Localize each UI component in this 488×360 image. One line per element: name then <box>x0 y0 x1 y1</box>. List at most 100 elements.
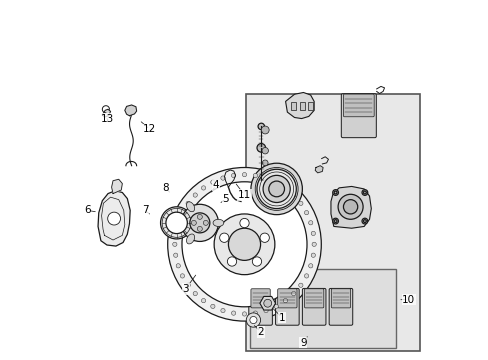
Circle shape <box>253 311 257 315</box>
Circle shape <box>333 220 336 222</box>
Circle shape <box>263 175 290 203</box>
Circle shape <box>201 186 205 190</box>
Circle shape <box>311 242 316 247</box>
Bar <box>307 103 312 111</box>
Circle shape <box>240 219 248 228</box>
Circle shape <box>193 291 197 296</box>
FancyBboxPatch shape <box>331 289 350 308</box>
Circle shape <box>231 174 235 177</box>
Circle shape <box>361 190 367 195</box>
Circle shape <box>165 212 187 234</box>
Text: 1: 1 <box>278 312 285 323</box>
Circle shape <box>228 228 260 260</box>
Circle shape <box>262 148 268 154</box>
Bar <box>290 103 295 111</box>
Text: 3: 3 <box>182 284 188 294</box>
Circle shape <box>227 257 236 266</box>
Circle shape <box>185 283 190 287</box>
Text: 7: 7 <box>142 205 148 215</box>
Circle shape <box>363 220 366 222</box>
Circle shape <box>210 304 215 309</box>
Circle shape <box>291 193 295 197</box>
Circle shape <box>210 180 215 184</box>
Circle shape <box>176 221 180 225</box>
Bar <box>249 269 395 348</box>
Circle shape <box>191 220 196 225</box>
Circle shape <box>180 274 184 278</box>
Circle shape <box>201 298 205 303</box>
Circle shape <box>257 144 265 152</box>
Text: 5: 5 <box>222 194 229 203</box>
FancyBboxPatch shape <box>248 288 272 325</box>
Circle shape <box>221 309 224 313</box>
Circle shape <box>249 316 257 324</box>
Circle shape <box>180 211 184 215</box>
FancyBboxPatch shape <box>275 288 299 325</box>
Circle shape <box>197 226 202 231</box>
Circle shape <box>283 298 287 303</box>
Polygon shape <box>102 109 110 117</box>
Circle shape <box>273 180 278 184</box>
Circle shape <box>107 212 121 225</box>
Ellipse shape <box>186 202 194 212</box>
Circle shape <box>310 231 315 235</box>
Circle shape <box>167 167 321 321</box>
Text: 8: 8 <box>163 183 169 193</box>
Circle shape <box>337 194 363 219</box>
Text: 4: 4 <box>212 180 219 190</box>
Ellipse shape <box>186 234 194 244</box>
Circle shape <box>343 200 357 214</box>
Circle shape <box>264 309 267 313</box>
Circle shape <box>261 126 268 134</box>
Circle shape <box>291 291 295 296</box>
Circle shape <box>252 257 261 266</box>
Ellipse shape <box>213 219 224 226</box>
Circle shape <box>250 163 302 215</box>
Circle shape <box>283 186 287 190</box>
FancyBboxPatch shape <box>341 94 376 138</box>
Circle shape <box>308 264 312 268</box>
Polygon shape <box>315 166 323 173</box>
Circle shape <box>193 193 197 197</box>
Circle shape <box>176 264 180 268</box>
Circle shape <box>173 253 178 257</box>
FancyBboxPatch shape <box>302 288 325 325</box>
Bar <box>299 103 304 111</box>
Text: 13: 13 <box>100 113 113 123</box>
FancyBboxPatch shape <box>250 289 270 308</box>
Circle shape <box>363 191 366 194</box>
Text: 9: 9 <box>300 338 306 347</box>
Text: 6: 6 <box>84 205 90 215</box>
Circle shape <box>182 182 306 307</box>
Circle shape <box>173 231 178 235</box>
Circle shape <box>298 201 303 206</box>
Circle shape <box>246 313 260 327</box>
Circle shape <box>253 174 257 177</box>
Circle shape <box>221 176 224 180</box>
Text: 10: 10 <box>402 295 414 305</box>
Circle shape <box>219 233 228 242</box>
FancyBboxPatch shape <box>328 288 352 325</box>
Circle shape <box>242 312 246 316</box>
Text: 2: 2 <box>257 327 264 337</box>
Circle shape <box>273 304 278 309</box>
Polygon shape <box>330 186 370 228</box>
Circle shape <box>308 221 312 225</box>
Polygon shape <box>285 93 313 118</box>
Polygon shape <box>111 179 122 194</box>
Circle shape <box>332 190 338 195</box>
Circle shape <box>268 181 284 197</box>
Polygon shape <box>98 191 130 246</box>
FancyBboxPatch shape <box>304 289 323 308</box>
Text: 12: 12 <box>143 124 156 134</box>
Circle shape <box>304 274 308 278</box>
Circle shape <box>304 211 308 215</box>
Circle shape <box>214 214 274 275</box>
Circle shape <box>203 220 208 225</box>
Bar <box>246 94 419 351</box>
Circle shape <box>185 201 190 206</box>
Circle shape <box>264 176 267 180</box>
Circle shape <box>160 207 192 239</box>
Circle shape <box>242 172 246 177</box>
Circle shape <box>181 204 218 242</box>
